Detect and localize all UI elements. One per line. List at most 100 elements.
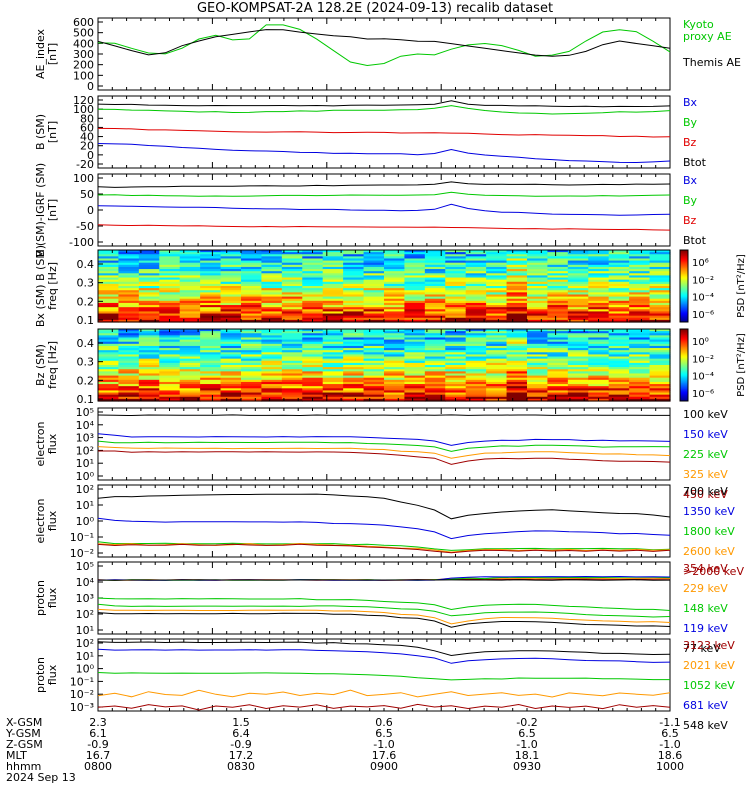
- spectrogram-cell: [527, 377, 549, 381]
- spectrogram-cell: [118, 262, 140, 266]
- colorbar-segment: [680, 253, 688, 256]
- spectrogram-cell: [220, 345, 242, 349]
- spectrogram-cell: [138, 329, 160, 332]
- spectrogram-cell: [527, 354, 549, 358]
- spectrogram-cell: [241, 266, 263, 270]
- spectrogram-cell: [98, 356, 120, 360]
- spectrogram-cell: [424, 254, 446, 257]
- spectrogram-cell: [159, 307, 181, 310]
- y-tick-label: 500: [73, 27, 94, 40]
- spectrogram-cell: [343, 367, 365, 370]
- spectrogram-cell: [384, 384, 406, 387]
- spectrogram-cell: [241, 367, 263, 370]
- spectrogram-cell: [567, 254, 589, 257]
- spectrogram-cell: [486, 373, 508, 377]
- spectrogram-cell: [465, 339, 487, 343]
- spectrogram-cell: [649, 317, 671, 321]
- legend-entry: 119 keV: [683, 622, 728, 635]
- spectrogram-cell: [220, 309, 242, 313]
- colorbar-segment: [680, 274, 688, 276]
- spectrogram-cell: [200, 266, 222, 270]
- spectrogram-cell: [281, 384, 303, 387]
- spectrogram-cell: [608, 392, 630, 396]
- spectrogram-cell: [363, 362, 385, 366]
- spectrogram-cell: [179, 392, 201, 396]
- spectrogram-cell: [506, 337, 528, 341]
- colorbar-segment: [680, 350, 688, 353]
- spectrogram-cell: [322, 371, 344, 375]
- spectrogram-cell: [343, 392, 365, 396]
- spectrogram-cell: [363, 390, 385, 394]
- spectrogram-cell: [118, 305, 140, 308]
- spectrogram-cell: [322, 352, 344, 356]
- spectrogram-cell: [138, 258, 160, 262]
- spectrogram-cell: [138, 307, 160, 310]
- spectrogram-cell: [261, 277, 283, 281]
- spectrogram-cell: [506, 300, 528, 304]
- spectrogram-cell: [588, 377, 610, 381]
- spectrogram-cell: [322, 283, 344, 287]
- spectrogram-cell: [200, 394, 222, 398]
- spectrogram-cell: [118, 254, 140, 257]
- spectrogram-cell: [138, 369, 160, 372]
- colorbar-tick-label: 10⁶: [692, 258, 709, 269]
- y-tick-label: 10⁰: [76, 663, 95, 676]
- spectrogram-cell: [404, 360, 426, 364]
- spectrogram-cell: [649, 384, 671, 387]
- spectrogram-cell: [138, 288, 160, 291]
- spectrogram-cell: [98, 394, 120, 398]
- y-axis-label: B (SM)-IGRF (SM): [34, 163, 47, 257]
- spectrogram-cell: [118, 362, 140, 366]
- colorbar-segment: [680, 316, 688, 318]
- colorbar-segment: [680, 311, 688, 313]
- spectrogram-cell: [404, 369, 426, 372]
- spectrogram-cell: [567, 319, 589, 323]
- spectrogram-cell: [547, 266, 569, 270]
- spectrogram-cell: [629, 292, 651, 296]
- colorbar-segment: [680, 331, 688, 334]
- legend-entry: Bz: [683, 136, 697, 149]
- spectrogram-cell: [608, 386, 630, 389]
- spectrogram-cell: [404, 356, 426, 360]
- spectrogram-cell: [424, 273, 446, 277]
- colorbar-segment: [680, 378, 688, 380]
- spectrogram-cell: [404, 252, 426, 255]
- spectrogram-cell: [629, 277, 651, 281]
- spectrogram-cell: [465, 275, 487, 279]
- spectrogram-cell: [527, 398, 549, 402]
- spectrogram-cell: [241, 294, 263, 298]
- spectrogram-cell: [588, 271, 610, 274]
- footer-value: 17.2: [229, 749, 254, 762]
- spectrogram-cell: [200, 367, 222, 370]
- spectrogram-cell: [465, 348, 487, 351]
- spectrogram-cell: [281, 275, 303, 279]
- spectrogram-cell: [649, 258, 671, 262]
- spectrogram-cell: [302, 260, 324, 264]
- spectrogram-cell: [261, 279, 283, 283]
- spectrogram-cell: [138, 362, 160, 366]
- spectrogram-cell: [588, 335, 610, 339]
- spectrogram-cell: [404, 377, 426, 381]
- spectrogram-cell: [384, 294, 406, 298]
- spectrogram-cell: [486, 317, 508, 321]
- colorbar-segment: [680, 287, 688, 289]
- spectrogram-cell: [179, 337, 201, 341]
- spectrogram-cell: [281, 319, 303, 323]
- spectrogram-cell: [363, 381, 385, 385]
- spectrogram-cell: [302, 258, 324, 262]
- spectrogram-cell: [445, 333, 467, 336]
- spectrogram-cell: [486, 319, 508, 323]
- spectrogram-cell: [547, 317, 569, 321]
- spectrogram-cell: [465, 398, 487, 402]
- y-axis-label: proton: [34, 580, 47, 616]
- spectrogram-cell: [649, 356, 671, 360]
- spectrogram-cell: [404, 264, 426, 268]
- spectrogram-cell: [608, 296, 630, 300]
- colorbar-segment: [680, 385, 688, 388]
- spectrogram-cell: [649, 260, 671, 264]
- spectrogram-cell: [384, 264, 406, 268]
- spectrogram-cell: [506, 279, 528, 283]
- spectrogram-cell: [220, 275, 242, 279]
- spectrogram-cell: [138, 313, 160, 317]
